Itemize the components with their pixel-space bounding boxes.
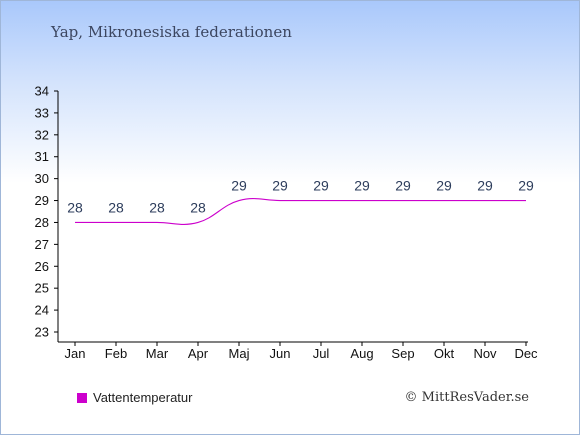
y-tick-label: 26 bbox=[35, 259, 49, 274]
legend: Vattentemperatur bbox=[77, 390, 192, 405]
legend-swatch bbox=[77, 392, 87, 403]
data-label: 28 bbox=[149, 199, 165, 215]
data-label: 29 bbox=[395, 178, 411, 194]
data-label: 28 bbox=[190, 199, 206, 215]
credit-text: © MittResVader.se bbox=[404, 390, 529, 405]
y-tick-label: 24 bbox=[35, 303, 49, 318]
y-tick-label: 30 bbox=[35, 171, 49, 186]
x-tick-label: Nov bbox=[473, 346, 497, 361]
y-tick-label: 25 bbox=[35, 281, 49, 296]
y-tick-label: 32 bbox=[35, 127, 49, 142]
x-tick-label: Feb bbox=[105, 346, 127, 361]
y-tick-label: 33 bbox=[35, 105, 49, 120]
y-axis-labels: 23 24 25 26 27 28 29 30 31 32 33 34 bbox=[35, 84, 49, 340]
x-tick-label: Aug bbox=[350, 346, 373, 361]
data-label: 29 bbox=[354, 178, 370, 194]
data-label: 29 bbox=[313, 178, 329, 194]
x-tick-label: Jul bbox=[313, 346, 330, 361]
x-tick-label: Jan bbox=[65, 346, 86, 361]
data-label: 29 bbox=[272, 178, 288, 194]
y-tick-label: 29 bbox=[35, 193, 49, 208]
y-tick-label: 23 bbox=[35, 325, 49, 340]
x-tick-label: Maj bbox=[229, 346, 250, 361]
y-tick-label: 27 bbox=[35, 237, 49, 252]
x-tick-label: Mar bbox=[146, 346, 169, 361]
legend-label: Vattentemperatur bbox=[93, 390, 193, 405]
y-tick-label: 31 bbox=[35, 149, 49, 164]
series-line-vattentemperatur bbox=[75, 198, 526, 225]
data-label: 28 bbox=[67, 199, 83, 215]
x-tick-label: Sep bbox=[391, 346, 414, 361]
chart-title: Yap, Mikronesiska federationen bbox=[51, 23, 292, 41]
y-tick-label: 28 bbox=[35, 215, 49, 230]
x-tick-label: Okt bbox=[434, 346, 455, 361]
x-axis-labels: Jan Feb Mar Apr Maj Jun Jul Aug Sep Okt Nov Dec bbox=[65, 346, 539, 361]
data-label: 29 bbox=[436, 178, 452, 194]
data-label: 29 bbox=[231, 178, 247, 194]
data-label: 29 bbox=[477, 178, 493, 194]
x-tick-label: Apr bbox=[188, 346, 209, 361]
x-tick-label: Dec bbox=[514, 346, 538, 361]
data-label: 28 bbox=[108, 199, 124, 215]
y-tick-label: 34 bbox=[35, 84, 49, 99]
axes bbox=[54, 90, 528, 346]
x-tick-label: Jun bbox=[270, 346, 291, 361]
data-label: 29 bbox=[518, 178, 534, 194]
data-labels: 28 28 28 28 29 29 29 29 29 29 29 29 bbox=[67, 178, 534, 216]
